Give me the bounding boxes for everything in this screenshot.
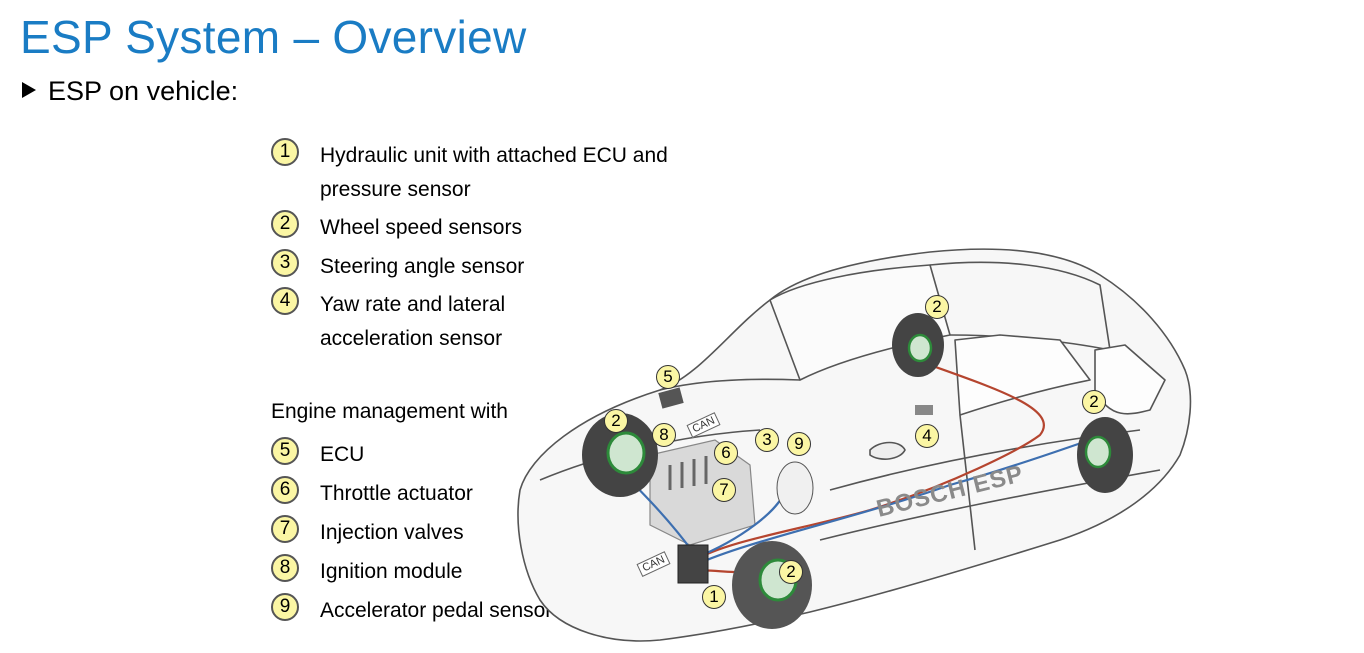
legend-number: 5	[271, 437, 299, 465]
ecu-module	[658, 387, 684, 409]
hydraulic-unit	[677, 544, 709, 584]
legend-number: 4	[271, 287, 299, 315]
legend-label: Injection valves	[320, 521, 464, 544]
callout-8: 8	[652, 423, 676, 447]
legend-label: Yaw rate and lateral	[320, 293, 506, 316]
legend-number: 1	[271, 138, 299, 166]
yaw-rate-sensor	[915, 405, 933, 415]
callout-6: 6	[714, 441, 738, 465]
legend-number: 9	[271, 593, 299, 621]
legend-label-cont: pressure sensor	[320, 178, 471, 201]
callout-2-front-right: 2	[779, 560, 803, 584]
legend-label: Accelerator pedal sensor	[320, 599, 553, 622]
callout-7: 7	[712, 478, 736, 502]
engine-management-heading: Engine management with	[271, 400, 508, 423]
legend-label: ECU	[320, 443, 365, 466]
legend-label: Wheel speed sensors	[320, 216, 522, 239]
callout-9: 9	[787, 432, 811, 456]
subtitle: ESP on vehicle:	[22, 76, 238, 107]
callout-4: 4	[915, 424, 939, 448]
legend-number: 6	[271, 476, 299, 504]
side-mirror	[869, 441, 906, 460]
legend-number: 7	[271, 515, 299, 543]
side-window	[954, 334, 1091, 416]
page-title: ESP System – Overview	[20, 11, 527, 63]
legend-label: Hydraulic unit with attached ECU and	[320, 144, 668, 167]
legend-label: Ignition module	[320, 560, 463, 583]
wheel-rear-right	[1077, 417, 1133, 493]
legend-label-cont: acceleration sensor	[320, 327, 503, 350]
callout-1: 1	[702, 585, 726, 609]
legend-number: 2	[271, 210, 299, 238]
callout-2-rear-right: 2	[1082, 390, 1106, 414]
legend-number: 3	[271, 249, 299, 277]
brake-booster	[776, 461, 814, 515]
legend-label: Steering angle sensor	[320, 255, 525, 278]
wheel-front-left	[582, 413, 658, 497]
wheel-front-right	[732, 541, 812, 629]
car-illustration	[517, 248, 1192, 642]
callout-2-rear-left: 2	[925, 295, 949, 319]
bullet-triangle-icon	[22, 82, 36, 98]
callout-2-front-left: 2	[604, 409, 628, 433]
legend-label: Throttle actuator	[320, 482, 473, 505]
legend-number: 8	[271, 554, 299, 582]
callout-3: 3	[755, 428, 779, 452]
subtitle-text: ESP on vehicle:	[48, 76, 239, 106]
callout-5: 5	[656, 365, 680, 389]
wheel-rear-left	[892, 313, 944, 377]
